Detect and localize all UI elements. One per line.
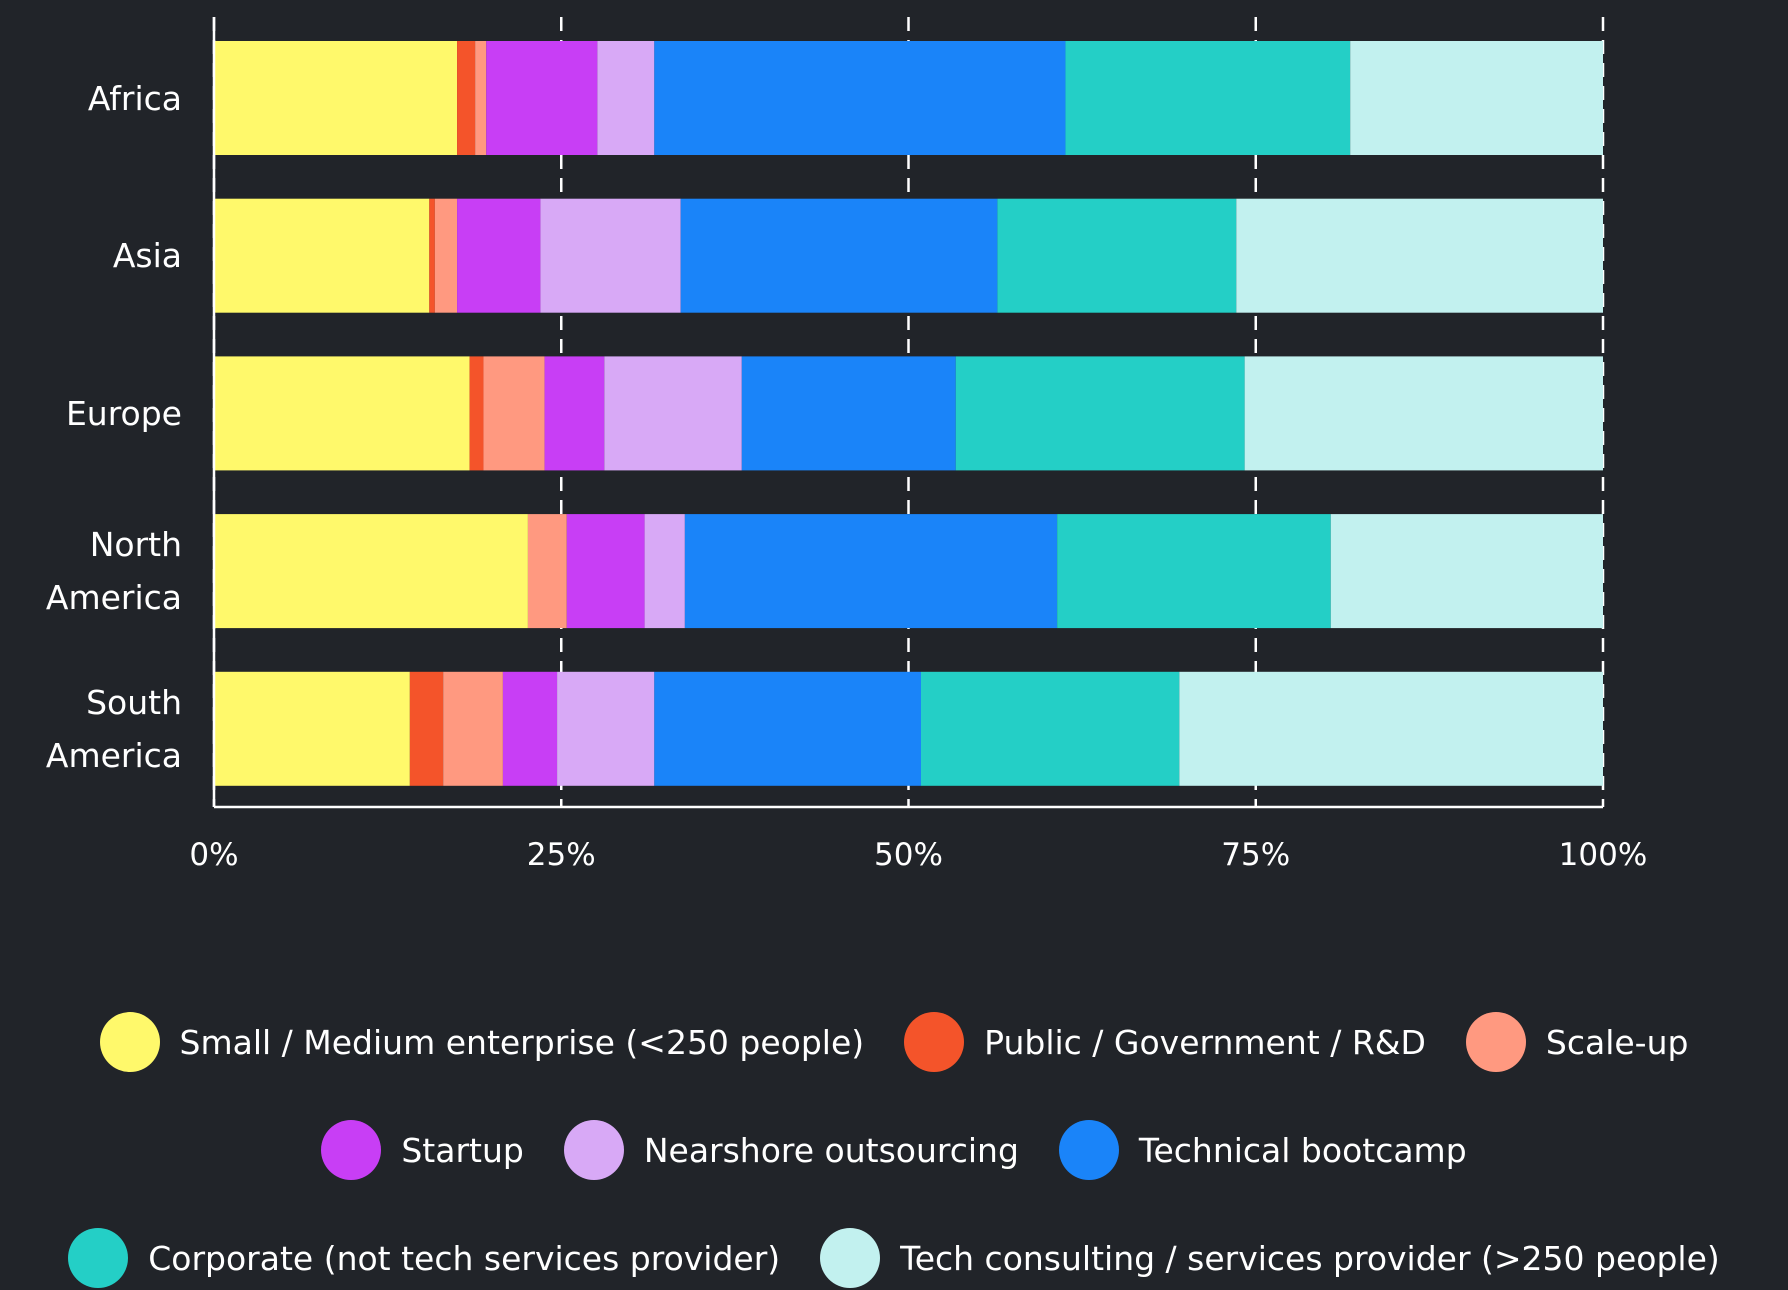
legend-swatch bbox=[820, 1228, 881, 1288]
x-tick-label: 75% bbox=[1221, 837, 1290, 873]
bar-segment bbox=[214, 356, 470, 471]
bar-segment bbox=[527, 514, 567, 629]
legend-item: Nearshore outsourcing bbox=[563, 1118, 1019, 1182]
bar-segment bbox=[1179, 671, 1603, 786]
legend-label: Small / Medium enterprise (<250 people) bbox=[179, 1022, 865, 1062]
legend-label: Nearshore outsourcing bbox=[643, 1130, 1019, 1170]
bar-segment bbox=[741, 356, 956, 471]
bar-segment bbox=[644, 514, 685, 629]
legend-swatch bbox=[563, 1120, 624, 1180]
bar-segment bbox=[654, 671, 922, 786]
bar-segment bbox=[409, 671, 444, 786]
bar-segment bbox=[214, 41, 458, 155]
chart: 0% 25% 50% 75% 100% bbox=[189, 17, 1648, 873]
y-tick-label: Europe bbox=[65, 393, 182, 433]
bar-segment bbox=[557, 671, 655, 786]
legend-swatch bbox=[1465, 1012, 1526, 1072]
bar-segment bbox=[457, 198, 541, 313]
legend-swatch bbox=[68, 1228, 129, 1288]
bar-segment bbox=[475, 41, 487, 155]
bar-segment bbox=[434, 198, 458, 313]
bar-segment bbox=[1330, 514, 1603, 629]
bar-segment bbox=[921, 671, 1180, 786]
legend-swatch bbox=[904, 1012, 965, 1072]
bar-segment bbox=[429, 198, 435, 313]
y-tick-label: North America bbox=[45, 525, 182, 618]
bar-segment bbox=[597, 41, 655, 155]
bar-segment bbox=[604, 356, 742, 471]
bar-segment bbox=[997, 198, 1237, 313]
legend-item: Tech consulting / services provider (>25… bbox=[820, 1226, 1720, 1290]
y-tick-label: South America bbox=[45, 682, 182, 775]
legend-swatch bbox=[99, 1012, 160, 1072]
bar-segment bbox=[457, 41, 476, 155]
legend-label: Technical bootcamp bbox=[1138, 1130, 1467, 1170]
bar-segment bbox=[544, 356, 605, 471]
legend-label: Public / Government / R&D bbox=[984, 1022, 1426, 1062]
bar-segment bbox=[214, 671, 410, 786]
legend-label: Corporate (not tech services provider) bbox=[148, 1238, 781, 1278]
bar-segment bbox=[540, 198, 681, 313]
x-tick-label: 25% bbox=[527, 837, 596, 873]
page: {"chart_data": {"type": "stacked-barh", … bbox=[45, 17, 1720, 1288]
legend-item: Scale-up bbox=[1465, 1010, 1689, 1074]
bar-segment bbox=[443, 671, 503, 786]
legend: Small / Medium enterprise (<250 people) P… bbox=[0, 1010, 1788, 1290]
x-tick-label: 0% bbox=[189, 837, 238, 873]
x-tick-label: 100% bbox=[1559, 837, 1648, 873]
bar-segment bbox=[214, 198, 430, 313]
y-tick-label: Asia bbox=[112, 236, 182, 276]
legend-swatch bbox=[1058, 1120, 1119, 1180]
bar-segment bbox=[684, 514, 1058, 629]
bar-segment bbox=[955, 356, 1245, 471]
bar-segment bbox=[1244, 356, 1603, 471]
legend-item: Small / Medium enterprise (<250 people) bbox=[99, 1010, 865, 1074]
legend-label: Scale-up bbox=[1545, 1022, 1689, 1062]
bar-segment bbox=[654, 41, 1066, 155]
legend-item: Startup bbox=[321, 1118, 524, 1182]
bar-segment bbox=[680, 198, 998, 313]
legend-label: Tech consulting / services provider (>25… bbox=[900, 1238, 1720, 1278]
bar-segment bbox=[502, 671, 558, 786]
legend-item: Technical bootcamp bbox=[1058, 1118, 1467, 1182]
bar-segment bbox=[1057, 514, 1331, 629]
legend-item: Public / Government / R&D bbox=[904, 1010, 1426, 1074]
legend-label: Startup bbox=[401, 1130, 524, 1170]
legend-swatch bbox=[321, 1120, 382, 1180]
bar-segment bbox=[1350, 41, 1603, 155]
legend-item: Corporate (not tech services provider) bbox=[68, 1226, 780, 1290]
bar-segment bbox=[1065, 41, 1351, 155]
y-tick-label: Africa bbox=[87, 78, 182, 118]
bar-segment bbox=[483, 356, 545, 471]
x-tick-label: 50% bbox=[874, 837, 943, 873]
bar-segment bbox=[486, 41, 598, 155]
bar-segment bbox=[1236, 198, 1603, 313]
bar-segment bbox=[214, 514, 528, 629]
bar-segment bbox=[469, 356, 484, 471]
bar-segment bbox=[566, 514, 645, 629]
